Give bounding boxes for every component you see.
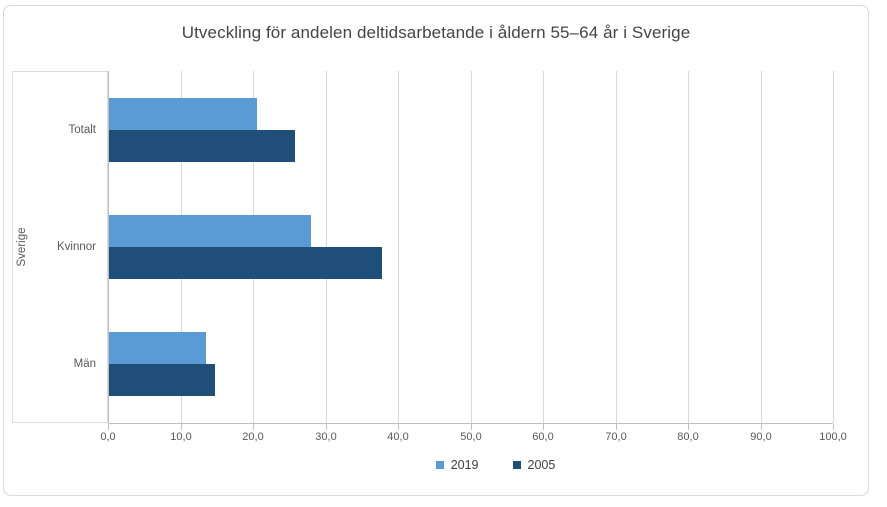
axis-tick-label: 60,0 (532, 431, 554, 443)
legend-label-2005: 2005 (527, 458, 556, 472)
legend-marker-2019 (435, 461, 444, 469)
axis-tick-label: 30,0 (315, 431, 337, 443)
legend-item-2005: 2005 (512, 458, 556, 472)
axis-tick (326, 424, 327, 430)
axis-tick-label: 90,0 (750, 431, 772, 443)
axis-tick (616, 424, 617, 430)
gridline (688, 71, 689, 423)
axis-tick (688, 424, 689, 430)
bar-2019-Kvinnor (109, 215, 311, 247)
bar-2019-Män (109, 332, 206, 364)
legend-item-2019: 2019 (435, 458, 479, 472)
axis-tick (543, 424, 544, 430)
axis-tick-label: 10,0 (170, 431, 192, 443)
bar-2005-Kvinnor (109, 247, 382, 279)
axis-tick (181, 424, 182, 430)
category-label: Män (73, 358, 96, 370)
chart-title: Utveckling för andelen deltidsarbetande … (181, 23, 691, 42)
gridline (543, 71, 544, 423)
axis-tick-label: 20,0 (242, 431, 264, 443)
axis-tick (398, 424, 399, 430)
category-label: Kvinnor (57, 241, 96, 253)
axis-tick-label: 0,0 (100, 431, 116, 443)
legend: 2019 2005 (108, 456, 883, 474)
gridline (616, 71, 617, 423)
axis-tick (108, 424, 109, 430)
bar-2019-Totalt (109, 98, 257, 130)
axis-tick (761, 424, 762, 430)
axis-tick (253, 424, 254, 430)
axis-tick (833, 424, 834, 430)
legend-marker-2005 (512, 461, 521, 469)
category-axis-line (108, 71, 109, 429)
axis-tick-label: 70,0 (605, 431, 627, 443)
axis-tick (471, 424, 472, 430)
axis-tick-label: 40,0 (387, 431, 409, 443)
gridline (761, 71, 762, 423)
value-axis-line (108, 423, 833, 424)
gridline (398, 71, 399, 423)
category-axis-box (12, 71, 108, 423)
category-label: Totalt (68, 124, 97, 136)
bar-2005-Totalt (109, 130, 295, 162)
gridline (471, 71, 472, 423)
bar-2005-Män (109, 364, 215, 396)
gridline (833, 71, 834, 423)
legend-label-2019: 2019 (450, 458, 479, 472)
axis-tick-label: 50,0 (460, 431, 482, 443)
axis-tick-label: 100,0 (819, 431, 847, 443)
axis-tick-label: 80,0 (677, 431, 699, 443)
